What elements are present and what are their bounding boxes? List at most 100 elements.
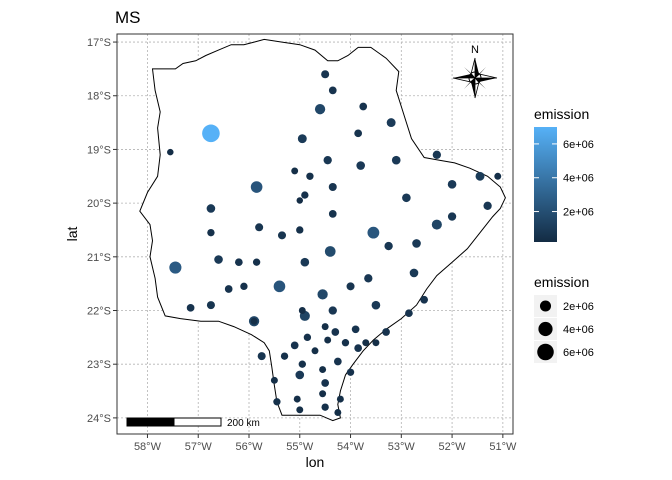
emission-point	[391, 155, 401, 165]
size-legend-title: emission	[534, 274, 589, 290]
emission-point	[273, 280, 286, 293]
color-legend-label: 6e+06	[563, 139, 594, 151]
emission-point	[494, 172, 502, 180]
y-tick-label: 18°S	[87, 91, 111, 103]
y-tick-label: 20°S	[87, 198, 111, 210]
emission-point	[333, 357, 342, 366]
emission-point	[371, 300, 381, 310]
emission-point	[167, 148, 174, 156]
x-axis-label: lon	[306, 454, 325, 470]
emission-point	[364, 274, 373, 283]
size-legend-label: 4e+06	[563, 324, 594, 336]
emission-point	[386, 118, 396, 128]
emission-point	[300, 257, 310, 267]
emission-point	[306, 172, 314, 180]
scale-bar	[126, 417, 222, 427]
emission-point	[255, 223, 264, 232]
emission-point	[296, 226, 304, 234]
emission-point	[291, 167, 299, 175]
scale-bar-label: 200 km	[227, 418, 260, 429]
emission-point	[475, 171, 485, 181]
color-legend-label: 4e+06	[563, 173, 594, 185]
x-tick-label: 52°W	[439, 441, 467, 453]
emission-point	[351, 325, 360, 334]
emission-point	[356, 161, 366, 170]
x-tick-label: 58°W	[134, 441, 162, 453]
emission-point	[354, 344, 363, 352]
emission-point	[354, 129, 363, 138]
emission-point	[334, 409, 342, 416]
emission-point	[277, 231, 287, 240]
emission-point	[420, 295, 429, 304]
emission-point	[206, 301, 215, 310]
emission-point	[296, 406, 304, 414]
y-tick-label: 23°S	[87, 359, 111, 371]
emission-point	[447, 180, 457, 189]
emission-point	[311, 347, 319, 355]
emission-points	[167, 70, 502, 416]
y-tick-label: 21°S	[87, 252, 111, 264]
emission-point	[331, 328, 340, 336]
emission-point	[412, 239, 421, 248]
emission-point	[319, 390, 327, 398]
emission-point	[328, 183, 337, 192]
emission-point	[186, 303, 195, 312]
emission-point	[402, 193, 411, 203]
emission-point	[321, 403, 329, 411]
emission-point	[257, 352, 266, 361]
emission-point	[317, 289, 328, 300]
north-arrow-icon	[452, 57, 498, 99]
emission-point	[328, 306, 337, 315]
emission-point	[296, 197, 304, 204]
emission-point	[321, 379, 330, 387]
emission-point	[346, 282, 355, 291]
emission-point	[207, 228, 215, 237]
emission-point	[250, 181, 263, 193]
emission-point	[273, 398, 281, 406]
emission-point	[324, 246, 336, 257]
emission-point	[431, 219, 442, 230]
emission-point	[367, 226, 380, 239]
x-tick-label: 57°W	[185, 441, 213, 453]
emission-point	[297, 134, 307, 144]
emission-point	[250, 317, 258, 325]
emission-point	[270, 376, 278, 384]
x-tick-label: 51°W	[489, 441, 517, 453]
emission-point	[323, 156, 332, 165]
emission-point	[359, 102, 368, 111]
emission-point	[384, 241, 393, 251]
emission-point	[169, 261, 182, 274]
emission-point	[362, 339, 370, 347]
color-legend-ticks: 2e+06 4e+06 6e+06	[534, 139, 594, 219]
emission-point	[409, 268, 419, 278]
emission-point	[432, 150, 442, 159]
size-legend-dot	[539, 300, 552, 312]
emission-point	[214, 255, 223, 264]
emission-point	[321, 70, 330, 79]
emission-point	[303, 333, 312, 342]
emission-point	[252, 258, 261, 266]
x-axis-ticks: 58°W 57°W 56°W 55°W 54°W 53°W 52°W 51°W	[134, 434, 517, 453]
x-tick-label: 54°W	[337, 441, 365, 453]
emission-point	[336, 395, 344, 403]
emission-point	[372, 339, 380, 347]
emission-point	[447, 212, 457, 221]
y-axis-label: lat	[64, 227, 80, 242]
emission-point	[382, 328, 390, 336]
emission-point	[234, 258, 243, 267]
emission-point	[301, 191, 309, 199]
size-legend-label: 6e+06	[563, 347, 594, 359]
x-tick-label: 56°W	[235, 441, 263, 453]
color-legend-title: emission	[534, 106, 589, 122]
emission-point	[206, 204, 216, 213]
y-tick-label: 17°S	[87, 37, 111, 49]
emission-point	[321, 323, 329, 331]
color-legend-bar	[534, 127, 557, 242]
emission-point	[224, 285, 233, 293]
map-title: MS	[115, 8, 141, 27]
emission-point	[328, 210, 337, 218]
emission-point	[319, 366, 327, 374]
size-legend-dot	[537, 343, 554, 361]
state-boundary	[139, 38, 506, 422]
